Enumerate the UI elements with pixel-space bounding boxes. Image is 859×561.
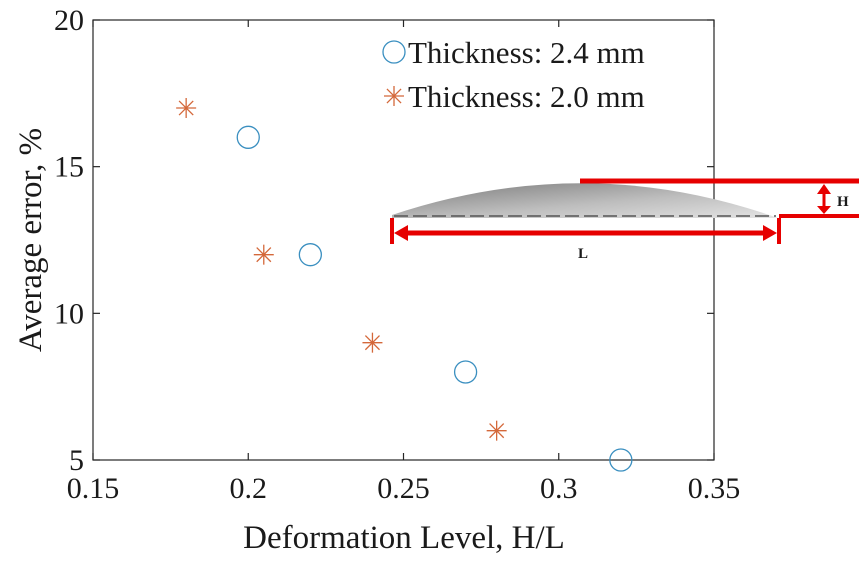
y-tick-label: 10 bbox=[54, 297, 84, 330]
data-point-asterisk bbox=[253, 244, 274, 265]
x-tick-label: 0.35 bbox=[688, 472, 741, 505]
x-tick-label: 0.2 bbox=[230, 472, 268, 505]
deformation-inset: H L bbox=[390, 178, 859, 262]
height-arrow-head-up bbox=[817, 184, 831, 194]
y-tick-label: 15 bbox=[54, 151, 84, 184]
height-label: H bbox=[837, 194, 849, 210]
legend-marker-0 bbox=[382, 40, 406, 64]
data-point-circle bbox=[453, 360, 478, 384]
legend: Thickness: 2.4 mm Thickness: 2.0 mm bbox=[382, 35, 645, 114]
x-tick-label: 0.3 bbox=[540, 472, 578, 505]
legend-marker-1 bbox=[384, 86, 404, 106]
data-point-asterisk bbox=[486, 420, 507, 441]
height-arrow-head-down bbox=[817, 206, 831, 214]
x-axis-label: Deformation Level, H/L bbox=[243, 520, 565, 556]
y-tick-label: 20 bbox=[54, 4, 84, 37]
legend-entry-0: Thickness: 2.4 mm bbox=[408, 35, 645, 70]
legend-entry-1: Thickness: 2.0 mm bbox=[408, 79, 645, 114]
x-tick-label: 0.15 bbox=[67, 472, 120, 505]
dome-shape bbox=[392, 183, 778, 218]
data-point-circle bbox=[609, 448, 633, 472]
y-tick-label: 5 bbox=[69, 444, 84, 477]
length-arrow-head-left bbox=[394, 225, 408, 241]
data-points bbox=[176, 98, 633, 472]
data-point-circle bbox=[236, 125, 260, 149]
x-tick-labels: 0.15 0.2 0.25 0.3 0.35 bbox=[67, 472, 741, 505]
data-point-asterisk bbox=[176, 98, 197, 118]
length-label: L bbox=[578, 246, 588, 262]
length-arrow-head-right bbox=[763, 225, 777, 241]
y-tick-labels: 5 10 15 20 bbox=[54, 4, 84, 477]
x-tick-label: 0.25 bbox=[377, 472, 430, 505]
y-axis-label: Average error, % bbox=[13, 128, 49, 352]
data-point-circle bbox=[298, 243, 323, 267]
axis-ticks bbox=[92, 19, 715, 461]
data-point-asterisk bbox=[362, 332, 383, 353]
